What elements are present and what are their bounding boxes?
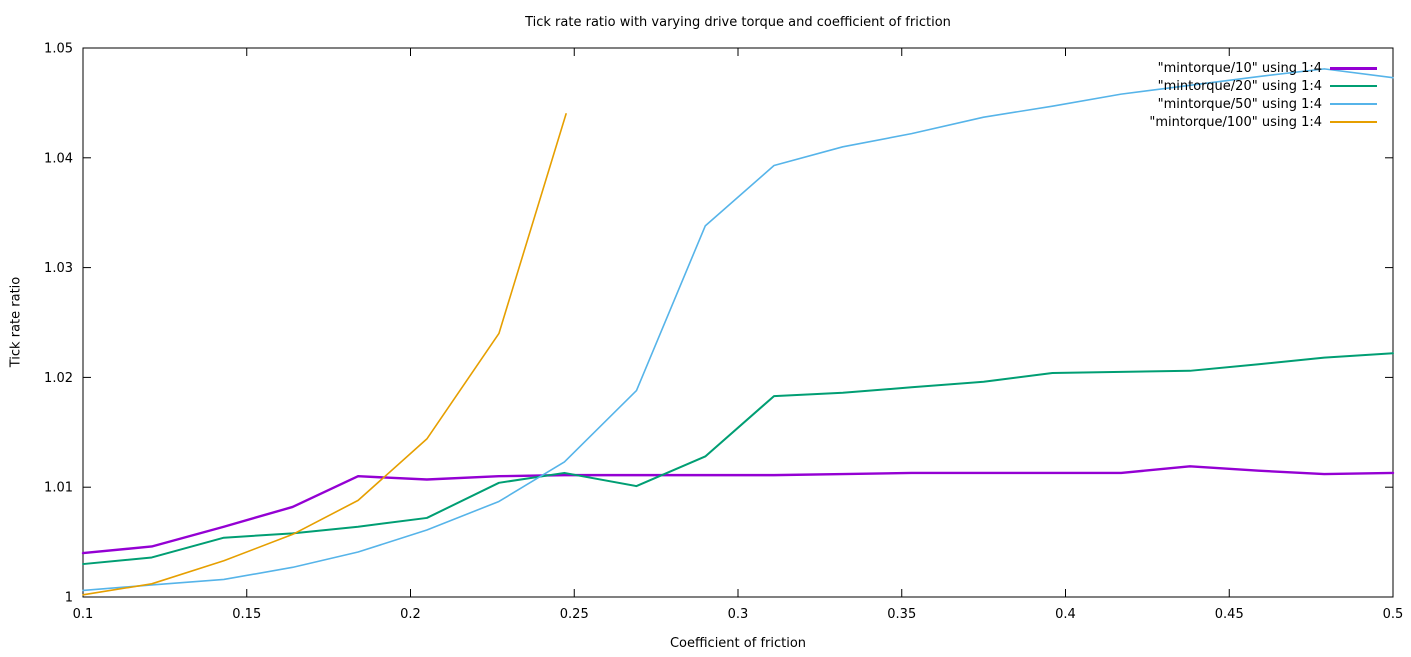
- legend-item: "mintorque/50" using 1:4: [1158, 95, 1377, 113]
- x-tick-label: 0.2: [400, 607, 421, 622]
- legend-swatch: [1330, 121, 1377, 123]
- chart-title: Tick rate ratio with varying drive torqu…: [525, 15, 951, 30]
- x-tick-label: 0.25: [560, 607, 589, 622]
- y-tick-label: 1.05: [44, 42, 73, 57]
- series-line-mintorque-50-using-1-4: [82, 68, 1394, 592]
- legend-swatch: [1330, 103, 1377, 105]
- x-tick-label: 0.15: [232, 607, 261, 622]
- x-tick-label: 0.35: [887, 607, 916, 622]
- x-axis-label: Coefficient of friction: [669, 636, 807, 651]
- legend-label: "mintorque/100" using 1:4: [1149, 114, 1322, 130]
- series-line-mintorque-100-using-1-4: [82, 113, 567, 596]
- series-line-mintorque-10-using-1-4: [81, 465, 1395, 555]
- legend-swatch: [1330, 85, 1377, 87]
- x-tick-label: 0.45: [1215, 607, 1244, 622]
- x-tick-label: 0.5: [1383, 607, 1404, 622]
- legend: "mintorque/10" using 1:4 "mintorque/20" u…: [1149, 59, 1377, 131]
- legend-swatch: [1330, 66, 1377, 70]
- legend-label: "mintorque/10" using 1:4: [1157, 60, 1322, 76]
- y-tick-label: 1.04: [44, 151, 73, 166]
- legend-item: "mintorque/20" using 1:4: [1158, 77, 1377, 95]
- legend-item: "mintorque/10" using 1:4: [1158, 59, 1377, 77]
- x-tick-label: 0.3: [728, 607, 749, 622]
- x-tick-label: 0.4: [1055, 607, 1076, 622]
- x-tick-label: 0.1: [73, 607, 94, 622]
- legend-label: "mintorque/50" using 1:4: [1157, 96, 1322, 112]
- y-tick-label: 1.01: [44, 481, 73, 496]
- series-line-mintorque-20-using-1-4: [82, 352, 1394, 566]
- y-tick-label: 1.02: [44, 371, 73, 386]
- y-tick-label: 1: [65, 591, 73, 606]
- legend-label: "mintorque/20" using 1:4: [1157, 78, 1322, 94]
- legend-item: "mintorque/100" using 1:4: [1149, 113, 1377, 131]
- y-tick-label: 1.03: [44, 261, 73, 276]
